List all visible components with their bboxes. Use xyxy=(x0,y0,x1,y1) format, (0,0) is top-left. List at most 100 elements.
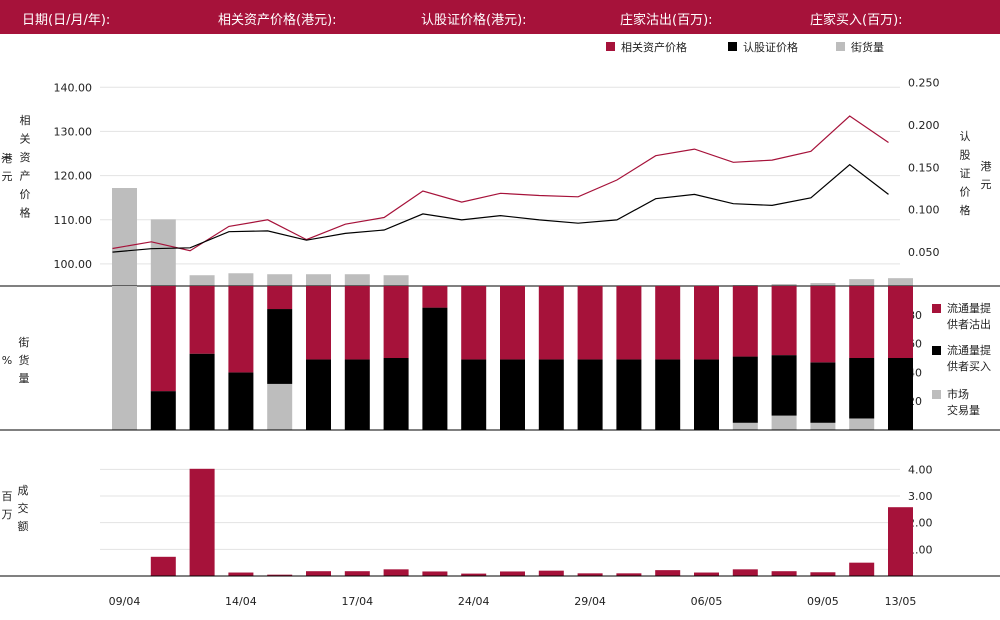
turnover-bar xyxy=(228,572,254,576)
top-right-tick-label: 0.150 xyxy=(908,161,940,174)
bot-tick-label: 2.00 xyxy=(908,517,933,530)
issuer-sell-bar xyxy=(189,286,215,354)
bot-axis-title-char: 交 xyxy=(18,501,29,515)
mid-axis-title-char: 货 xyxy=(19,353,30,367)
turnover-bar xyxy=(422,571,448,576)
turnover-bar xyxy=(150,556,176,576)
market-volume-bar xyxy=(732,422,758,430)
right-axis-title-char: 认 xyxy=(960,130,971,143)
mid-axis-title-char: 街 xyxy=(19,335,30,349)
x-tick-label: 09/05 xyxy=(807,595,839,608)
issuer-buy-bar xyxy=(771,355,797,416)
outstanding-bar xyxy=(189,275,215,286)
bot-axis-title-char: 额 xyxy=(18,520,29,533)
x-tick-label: 29/04 xyxy=(574,595,606,608)
mid-legend-label: 流通量提 xyxy=(947,343,991,357)
mid-axis-unit: % xyxy=(2,354,12,367)
mid-axis-title-char: 量 xyxy=(19,372,30,385)
issuer-buy-bar xyxy=(694,359,719,430)
left-axis-unit-char: 元 xyxy=(2,170,13,183)
bot-tick-label: 4.00 xyxy=(908,463,933,476)
outstanding-bar xyxy=(112,188,137,286)
left-axis-title-char: 相 xyxy=(20,114,31,127)
market-volume-bar xyxy=(810,422,836,430)
issuer-buy-bar xyxy=(189,353,215,430)
top-right-tick-label: 0.200 xyxy=(908,119,940,132)
issuer-sell-bar xyxy=(267,286,293,310)
top-right-tick-label: 0.050 xyxy=(908,246,940,259)
issuer-sell-bar xyxy=(461,286,487,360)
bot-axis-title-char: 成 xyxy=(18,484,29,497)
turnover-bar xyxy=(538,570,564,576)
outstanding-bar xyxy=(306,274,331,286)
outstanding-bar xyxy=(344,274,370,286)
x-tick-label: 13/05 xyxy=(885,595,917,608)
warrant-chart: 100.00 110.00 120.00 130.00 140.00 0.050 0.100… xyxy=(0,40,1000,608)
bot-tick-label: 1.00 xyxy=(908,543,933,556)
warrant-price-field-label: 认股证价格(港元): xyxy=(421,13,527,28)
legend-label: 街货量 xyxy=(851,40,884,54)
underlying-price-field-label: 相关资产价格(港元): xyxy=(218,13,337,28)
mid-legend-label: 流通量提 xyxy=(947,301,991,315)
issuer-buy-bar xyxy=(849,358,875,419)
bot-axis-unit-char: 万 xyxy=(2,508,13,521)
x-tick-label: 09/04 xyxy=(109,595,141,608)
issuer-buy-field-label: 庄家买入(百万): xyxy=(810,13,903,28)
right-axis-title-char: 股 xyxy=(960,149,971,162)
turnover-bar xyxy=(306,571,331,576)
x-tick-label: 24/04 xyxy=(458,595,490,608)
issuer-sell-bar xyxy=(694,286,719,360)
issuer-sell-bar xyxy=(888,286,913,358)
issuer-sell-bar xyxy=(771,286,797,356)
warrant-price-line xyxy=(112,163,889,253)
outstanding-bar xyxy=(849,279,875,286)
turnover-bar xyxy=(655,570,681,576)
issuer-sell-bar xyxy=(577,286,603,360)
outstanding-bar xyxy=(150,219,176,286)
turnover-bar xyxy=(500,571,525,576)
header-bar: 日期(日/月/年): 相关资产价格(港元): 认股证价格(港元): 庄家沽出(百… xyxy=(0,0,1000,34)
top-left-tick-label: 100.00 xyxy=(54,258,93,271)
issuer-sell-field-label: 庄家沽出(百万): xyxy=(620,13,713,28)
left-axis-unit-paren: ( xyxy=(0,156,13,160)
left-axis-title-char: 价 xyxy=(20,188,31,201)
mid-legend-swatch xyxy=(932,390,941,399)
top-right-tick-label: 0.100 xyxy=(908,204,940,217)
turnover-bar xyxy=(344,571,370,576)
mid-legend-swatch xyxy=(932,346,941,355)
issuer-buy-bar xyxy=(422,307,448,430)
left-axis-title-char: 产 xyxy=(20,169,31,183)
left-axis-title-char: 资 xyxy=(20,151,31,164)
issuer-buy-bar xyxy=(577,359,603,430)
issuer-sell-bar xyxy=(655,286,681,360)
issuer-buy-bar xyxy=(616,359,642,430)
issuer-sell-bar xyxy=(422,286,448,308)
left-axis-unit-char: 港 xyxy=(2,152,13,165)
issuer-buy-bar xyxy=(306,359,331,430)
issuer-buy-bar xyxy=(267,309,293,384)
legend-label: 认股证价格 xyxy=(743,40,798,54)
market-volume-bar xyxy=(112,286,137,430)
right-axis-title-char: 价 xyxy=(960,186,971,199)
turnover-bar xyxy=(577,573,603,576)
issuer-buy-bar xyxy=(228,372,254,430)
outstanding-bar xyxy=(810,283,836,286)
x-tick-label: 06/05 xyxy=(691,595,723,608)
issuer-sell-bar xyxy=(344,286,370,360)
legend-label: 相关资产价格 xyxy=(621,40,687,54)
issuer-buy-bar xyxy=(383,358,409,430)
turnover-bar xyxy=(771,571,797,576)
turnover-bar xyxy=(189,468,215,576)
top-left-tick-label: 140.00 xyxy=(54,81,93,94)
turnover-bar xyxy=(616,573,642,576)
turnover-bar xyxy=(810,572,836,576)
issuer-buy-bar xyxy=(888,358,913,430)
turnover-bar xyxy=(732,569,758,576)
bot-axis-unit-char: 百 xyxy=(2,490,13,503)
mid-legend-label: 供者买入 xyxy=(947,359,991,373)
issuer-sell-bar xyxy=(228,286,254,373)
turnover-bar xyxy=(383,569,409,576)
right-axis-title-char: 格 xyxy=(960,203,971,217)
issuer-buy-bar xyxy=(344,359,370,430)
left-axis-title-char: 关 xyxy=(20,132,31,146)
